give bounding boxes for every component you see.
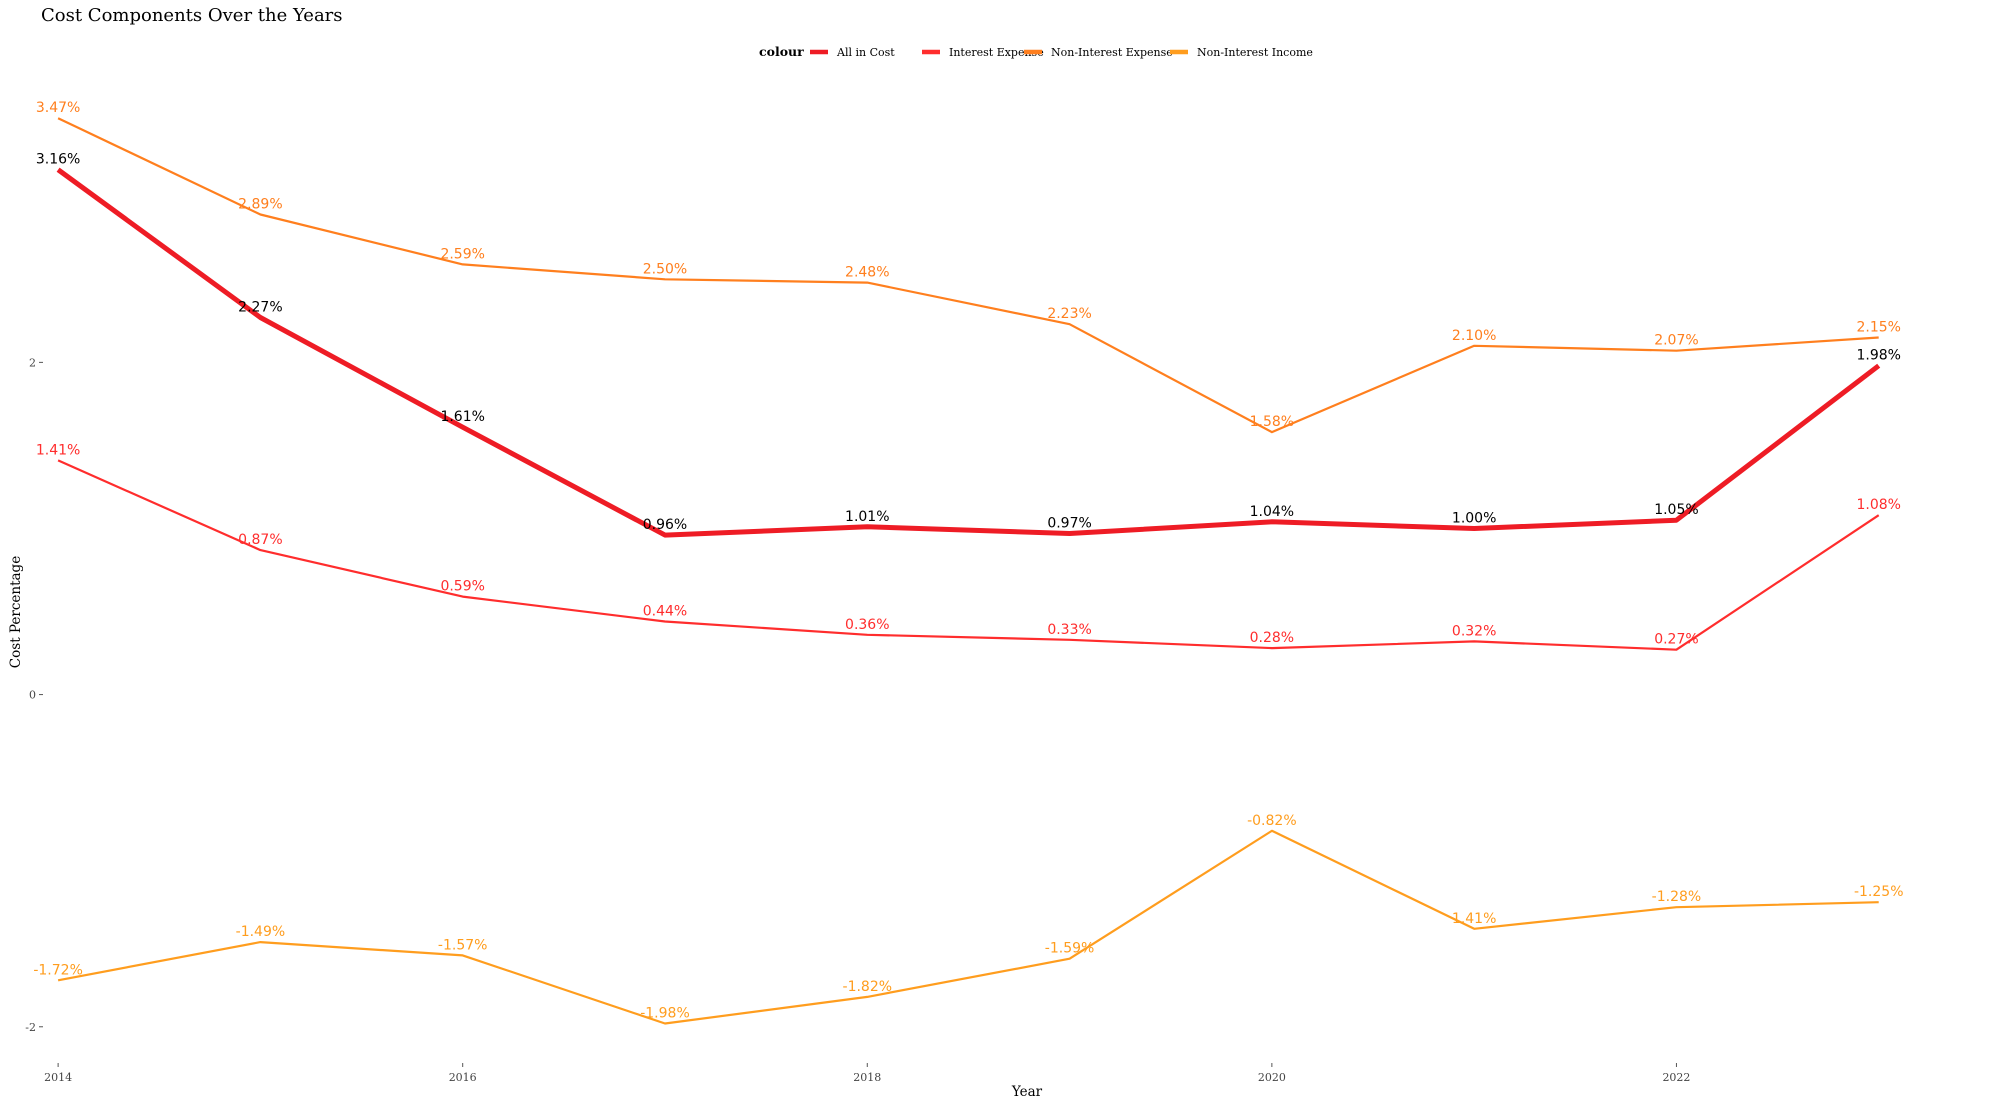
legend-label: Non-Interest Income [1197, 46, 1313, 59]
data-label: 1.05% [1654, 502, 1698, 518]
legend-label: All in Cost [836, 46, 895, 59]
data-label: -0.82% [1247, 813, 1297, 829]
data-label: 1.61% [440, 409, 484, 425]
data-label: -1.72% [33, 962, 83, 978]
data-label: 3.47% [36, 100, 80, 116]
data-label: 0.59% [440, 579, 484, 595]
data-label: -1.25% [1854, 884, 1904, 900]
data-label: 0.32% [1452, 623, 1496, 639]
data-label: 2.07% [1654, 333, 1698, 349]
data-label: -1.28% [1652, 889, 1702, 905]
data-label: 1.41% [1452, 911, 1496, 927]
data-label: 1.41% [36, 442, 80, 458]
data-label: -1.57% [438, 937, 488, 953]
x-tick-label: 2020 [1258, 1071, 1286, 1084]
data-label: 0.87% [238, 532, 282, 548]
chart-title: Cost Components Over the Years [41, 5, 343, 26]
y-axis-title: Cost Percentage [8, 556, 24, 668]
y-tick-label: 2 [29, 356, 36, 369]
data-label: 0.97% [1047, 515, 1091, 531]
data-label: 0.27% [1654, 632, 1698, 648]
series-line-non-interest-expense [57, 117, 1879, 434]
x-tick-label: 2022 [1662, 1071, 1690, 1084]
data-label: 1.01% [845, 509, 889, 525]
x-tick-label: 2018 [853, 1071, 881, 1084]
data-label: 2.23% [1047, 306, 1091, 322]
data-label: 2.48% [845, 265, 889, 281]
legend-label: Interest Expense [949, 46, 1044, 59]
data-label: 2.15% [1856, 319, 1900, 335]
data-label: 1.00% [1452, 510, 1496, 526]
y-tick-label: 0 [29, 689, 36, 702]
series-layer [56, 117, 1881, 1025]
legend-title: colour [759, 44, 804, 59]
data-label: 1.58% [1250, 414, 1294, 430]
data-label: 1.08% [1856, 497, 1900, 513]
series-line-interest-expense [57, 459, 1880, 651]
legend-label: Non-Interest Expense [1051, 46, 1173, 59]
data-label: 0.96% [643, 517, 687, 533]
data-label: 1.04% [1250, 504, 1294, 520]
data-label: 1.98% [1856, 348, 1900, 364]
legend: colour All in Cost Interest Expense Non-In… [759, 44, 1313, 59]
data-label: 0.44% [643, 603, 687, 619]
data-label: 2.27% [238, 300, 282, 316]
data-label: -1.59% [1045, 941, 1095, 957]
x-axis-title: Year [1011, 1084, 1043, 1100]
data-label: 0.36% [845, 617, 889, 633]
data-label: 3.16% [36, 152, 80, 168]
data-label: 2.50% [643, 261, 687, 277]
data-label: 2.10% [1452, 328, 1496, 344]
series-line-all-in-cost [56, 167, 1881, 538]
axes: -2 0 2 2014 2016 2018 2020 2022 [25, 356, 1690, 1084]
data-label: -1.49% [236, 924, 286, 940]
data-label: 0.28% [1250, 630, 1294, 646]
data-label: -1.82% [843, 979, 893, 995]
data-label: 2.59% [440, 246, 484, 262]
data-label: 2.89% [238, 197, 282, 213]
y-tick-label: -2 [25, 1021, 36, 1034]
x-tick-label: 2014 [44, 1071, 72, 1084]
data-label: 0.33% [1047, 622, 1091, 638]
x-tick-label: 2016 [449, 1071, 477, 1084]
series-line-non-interest-income [57, 829, 1879, 1025]
data-label-layer: 3.16% 2.27% 1.61% 0.96% 1.01% 0.97% 1.04% 1.00%… [33, 100, 1903, 1021]
data-label: -1.98% [640, 1005, 690, 1021]
